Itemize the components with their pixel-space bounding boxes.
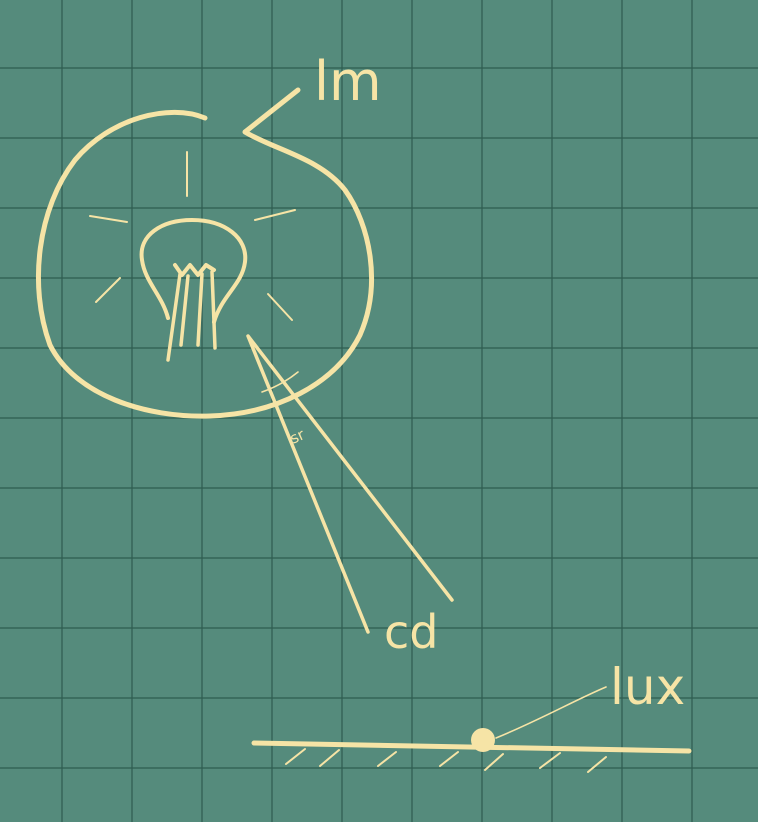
- light-rays: [89, 151, 296, 321]
- lumen-label: lm: [314, 50, 382, 113]
- steradian-arc: [261, 371, 299, 393]
- surface-hatching: [285, 748, 607, 773]
- illuminated-point: [471, 728, 495, 752]
- lux-label: lux: [610, 658, 685, 716]
- light-bulb-icon: [139, 218, 248, 324]
- candela-label: cd: [384, 605, 439, 659]
- lux-leader-line: [495, 686, 607, 739]
- lumen-loop: [35, 87, 374, 419]
- candela-cone: [246, 334, 454, 634]
- ground-surface-icon: [251, 740, 692, 754]
- filament-supports: [166, 270, 217, 362]
